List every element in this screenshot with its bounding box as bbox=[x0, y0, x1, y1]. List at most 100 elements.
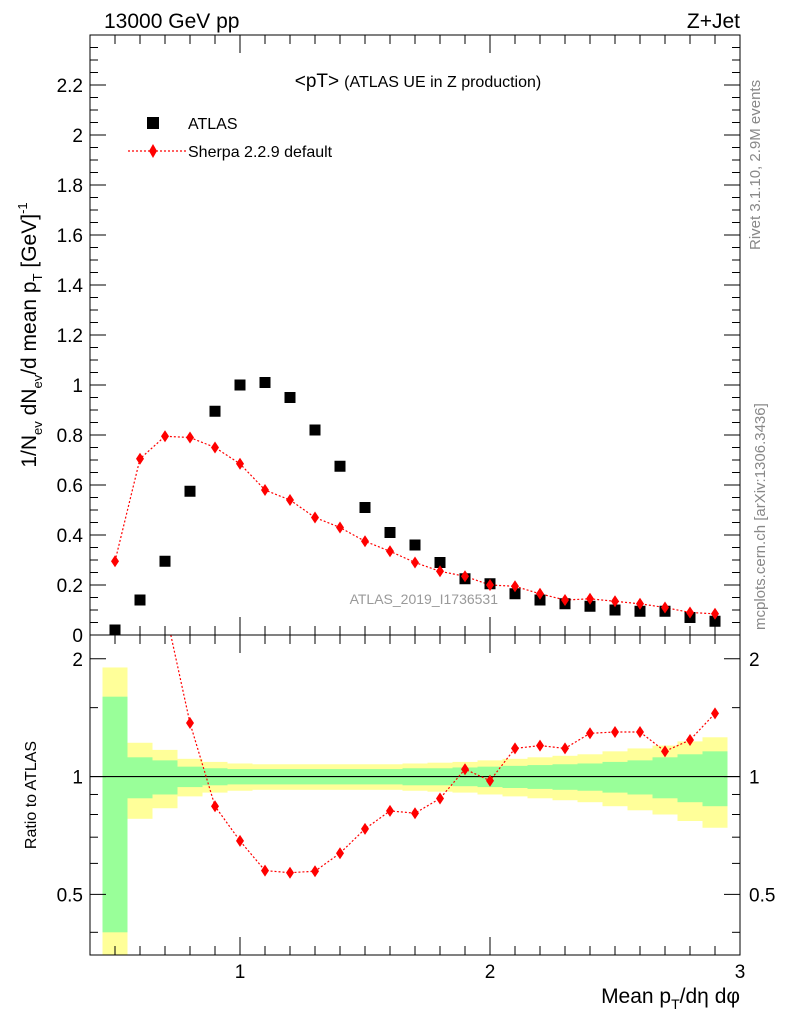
header-process-label: Z+Jet bbox=[687, 10, 740, 33]
legend-marker-atlas bbox=[147, 117, 159, 129]
atlas-data-point bbox=[234, 379, 246, 391]
sherpa-data-point bbox=[186, 431, 194, 444]
atlas-data-point bbox=[609, 604, 621, 616]
atlas-data-point bbox=[134, 594, 146, 606]
y-tick-label: 1.4 bbox=[57, 276, 84, 297]
sherpa-data-point bbox=[586, 592, 594, 605]
ratio-band-inner bbox=[677, 754, 703, 803]
sherpa-data-point bbox=[361, 535, 369, 548]
y-tick-label: 2.2 bbox=[57, 76, 83, 97]
ratio-data-point bbox=[661, 745, 669, 758]
legend-label-atlas: ATLAS bbox=[188, 116, 238, 133]
ratio-data-point bbox=[636, 725, 644, 738]
y-axis-label: 1/Nev dNev/d mean pT [GeV]-1 bbox=[15, 202, 45, 467]
ratio-data-point bbox=[461, 763, 469, 776]
ratio-data-point bbox=[386, 804, 394, 817]
analysis-watermark: ATLAS_2019_I1736531 bbox=[350, 591, 499, 607]
atlas-data-point bbox=[509, 588, 521, 600]
main-marks bbox=[109, 377, 721, 636]
sherpa-data-point bbox=[111, 555, 119, 568]
main-panel: 0 0.2 0.4 0.6 0.8 1 1.2 1.4 1.6 1.8 2 2.2 bbox=[57, 34, 741, 647]
ratio-band-inner bbox=[627, 760, 653, 795]
x-tick-label: 2 bbox=[485, 962, 496, 983]
ratio-data-point bbox=[411, 807, 419, 820]
sherpa-data-point bbox=[211, 441, 219, 454]
atlas-data-point bbox=[434, 557, 446, 568]
ratio-band-inner bbox=[652, 757, 678, 799]
plot-title: <pT> (ATLAS UE in Z production) bbox=[295, 71, 541, 92]
y-tick-label: 0.2 bbox=[57, 576, 83, 597]
ratio-y-axis-label: Ratio to ATLAS bbox=[23, 741, 40, 849]
ratio-data-point bbox=[711, 707, 719, 720]
x-tick-label: 1 bbox=[235, 962, 246, 983]
rivet-version-label: Rivet 3.1.10, 2.9M events bbox=[747, 80, 764, 250]
atlas-data-point bbox=[409, 539, 421, 551]
atlas-data-point bbox=[334, 460, 346, 472]
ratio-data-point bbox=[311, 865, 319, 878]
ratio-y-tick-label-right: 0.5 bbox=[749, 885, 775, 906]
ratio-data-point bbox=[686, 734, 694, 747]
ratio-data-point bbox=[261, 864, 269, 877]
sherpa-data-point bbox=[486, 579, 494, 591]
sherpa-data-point bbox=[711, 607, 719, 620]
sherpa-data-point bbox=[336, 521, 344, 534]
sherpa-data-point bbox=[511, 580, 519, 593]
ratio-y-tick-label: 2 bbox=[72, 650, 83, 671]
ratio-marks bbox=[90, 635, 740, 955]
sherpa-series-line bbox=[114, 435, 716, 615]
x-axis-label: Mean pT/dη dφ bbox=[601, 985, 740, 1012]
y-tick-label: 0.6 bbox=[57, 476, 83, 497]
sherpa-data-point bbox=[611, 595, 619, 608]
ratio-y-tick-label-right: 1 bbox=[749, 768, 760, 789]
ratio-data-point bbox=[211, 800, 219, 813]
ratio-band-inner bbox=[602, 761, 628, 793]
sherpa-data-point bbox=[686, 606, 694, 619]
y-tick-label: 1.8 bbox=[57, 176, 83, 197]
legend-label-sherpa: Sherpa 2.2.9 default bbox=[188, 144, 333, 161]
ratio-band-inner bbox=[102, 696, 128, 933]
atlas-data-point bbox=[209, 405, 221, 417]
sherpa-data-point bbox=[136, 452, 144, 465]
sherpa-data-point bbox=[261, 484, 269, 496]
ratio-y-tick-label-right: 2 bbox=[749, 650, 760, 671]
atlas-data-point bbox=[384, 527, 396, 538]
ratio-data-point bbox=[361, 822, 369, 835]
sherpa-data-point bbox=[411, 556, 419, 569]
legend: ATLAS Sherpa 2.2.9 default bbox=[128, 116, 333, 161]
y-tick-label: 1 bbox=[72, 376, 83, 397]
y-tick-label: 2 bbox=[72, 126, 83, 147]
ratio-data-point bbox=[511, 742, 519, 755]
sherpa-data-point bbox=[286, 494, 294, 506]
sherpa-data-point bbox=[386, 545, 394, 558]
ratio-band-inner bbox=[152, 760, 178, 795]
y-tick-label: 1.6 bbox=[57, 226, 83, 247]
ratio-data-point bbox=[286, 866, 294, 879]
atlas-data-point bbox=[284, 392, 296, 403]
sherpa-data-point bbox=[461, 570, 469, 583]
ratio-data-point bbox=[236, 834, 244, 847]
sherpa-data-point bbox=[661, 601, 669, 614]
mcplots-label: mcplots.cern.ch [arXiv:1306.3436] bbox=[752, 403, 769, 630]
y-tick-label: 1.2 bbox=[57, 326, 83, 347]
ratio-data-point bbox=[536, 739, 544, 752]
title-sub: (ATLAS UE in Z production) bbox=[344, 74, 541, 91]
y-tick-label: 0 bbox=[72, 626, 83, 647]
ratio-data-point bbox=[436, 792, 444, 805]
atlas-data-point bbox=[709, 615, 721, 627]
ratio-data-point bbox=[486, 774, 494, 787]
ratio-data-point bbox=[561, 742, 569, 755]
ratio-y-tick-label: 0.5 bbox=[57, 885, 83, 906]
sherpa-data-point bbox=[161, 430, 169, 443]
atlas-data-point bbox=[259, 377, 271, 388]
sherpa-data-point bbox=[636, 597, 644, 610]
sherpa-data-point bbox=[436, 565, 444, 578]
ratio-y-tick-label: 1 bbox=[72, 768, 83, 789]
ratio-panel: 0.5 0.5 1 1 2 2 1 2 3 bbox=[57, 634, 775, 983]
ratio-band-inner bbox=[127, 757, 153, 799]
sherpa-data-point bbox=[236, 457, 244, 470]
atlas-data-point bbox=[359, 502, 371, 513]
atlas-data-point bbox=[159, 555, 171, 567]
x-tick-label: 3 bbox=[735, 962, 746, 983]
ratio-axis-ticks: 0.5 0.5 1 1 2 2 1 2 3 bbox=[57, 635, 775, 983]
ratio-data-point bbox=[586, 727, 594, 740]
